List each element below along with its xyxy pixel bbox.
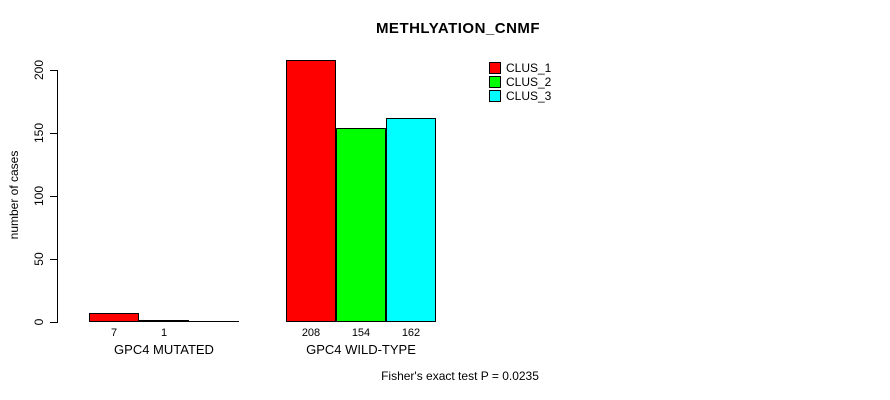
y-axis-tick [50, 322, 57, 323]
bar-value-label: 154 [351, 327, 371, 339]
y-axis-tick [50, 133, 57, 134]
legend-entry-clus_2: CLUS_2 [489, 75, 551, 89]
bar-value-label: 208 [301, 327, 321, 339]
bar-clus_1-group1 [89, 313, 139, 322]
y-axis-title: number of cases [7, 150, 21, 240]
category-label-group1: GPC4 MUTATED [114, 342, 214, 357]
legend-label-clus_2: CLUS_2 [506, 75, 552, 89]
bar-clus_2-group1 [139, 320, 189, 322]
y-axis-tick-label: 50 [32, 252, 46, 266]
chart-title: METHLYATION_CNMF [375, 20, 541, 37]
bar-clus_1-group2 [286, 60, 336, 322]
legend-swatch-clus_1 [489, 62, 501, 74]
y-axis-tick [50, 259, 57, 260]
legend-label-clus_1: CLUS_1 [506, 61, 552, 75]
legend-entry-clus_1: CLUS_1 [489, 61, 551, 75]
y-axis-tick-label: 200 [32, 59, 46, 81]
y-axis-line [57, 70, 58, 323]
bar-clus_2-group2 [336, 128, 386, 322]
y-axis-tick [50, 70, 57, 71]
legend-swatch-clus_2 [489, 76, 501, 88]
bar-value-label: 1 [160, 327, 168, 339]
legend-swatch-clus_3 [489, 90, 501, 102]
bar-clus_3-group2 [386, 118, 436, 322]
bar-value-label: 162 [401, 327, 421, 339]
fisher-test-annotation: Fisher's exact test P = 0.0235 [381, 369, 539, 383]
legend: CLUS_1 CLUS_2 CLUS_3 [489, 61, 551, 103]
bar-value-label: 7 [110, 327, 118, 339]
category-label-group2: GPC4 WILD-TYPE [306, 342, 416, 357]
y-axis-tick-label: 150 [32, 122, 46, 144]
y-axis-tick-label: 100 [32, 185, 46, 207]
bar-clus_3-group1 [189, 321, 239, 322]
y-axis-tick-label: 0 [32, 318, 46, 326]
legend-entry-clus_3: CLUS_3 [489, 89, 551, 103]
y-axis-tick [50, 196, 57, 197]
legend-label-clus_3: CLUS_3 [506, 89, 552, 103]
